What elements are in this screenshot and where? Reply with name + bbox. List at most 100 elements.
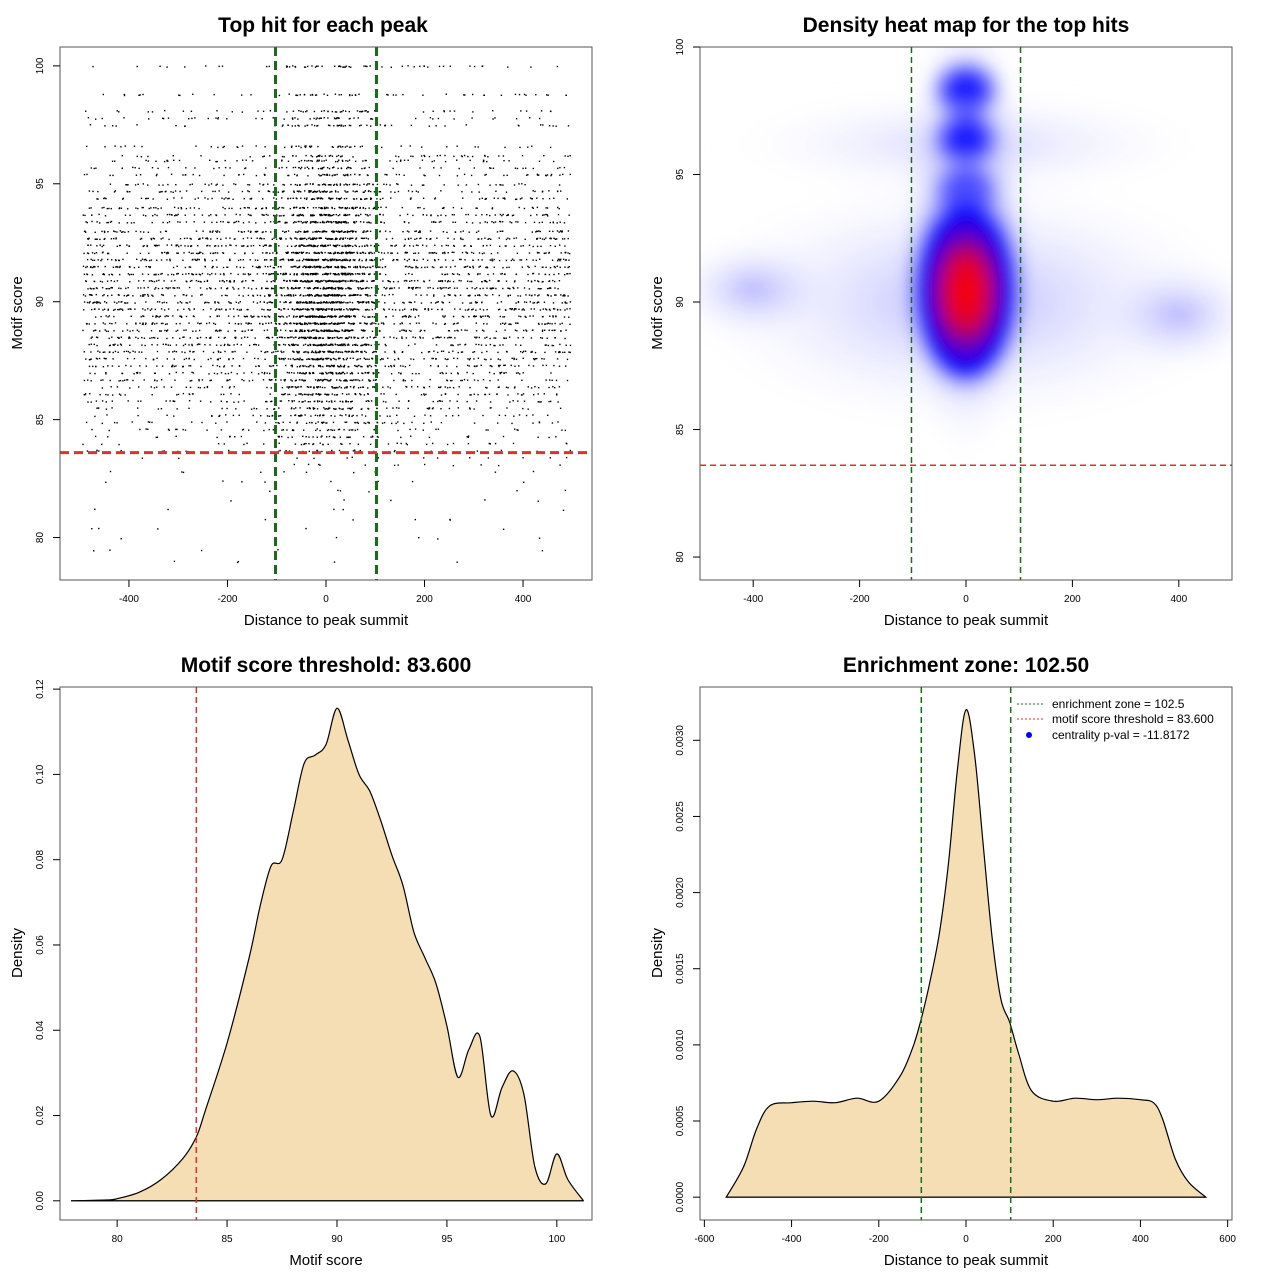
- scatter-point: [249, 231, 252, 234]
- scatter-point: [319, 237, 321, 239]
- scatter-point: [216, 221, 218, 223]
- scatter-point: [303, 231, 305, 233]
- scatter-point: [295, 294, 297, 296]
- scatter-point: [177, 207, 180, 209]
- scatter-point: [289, 344, 291, 347]
- scatter-point: [101, 252, 104, 254]
- scatter-point: [500, 184, 502, 186]
- scatter-point: [257, 110, 259, 112]
- scatter-point: [330, 351, 332, 353]
- scatter-point: [536, 238, 538, 240]
- scatter-point: [492, 287, 495, 289]
- scatter-point: [123, 350, 125, 353]
- scatter-point: [307, 322, 310, 324]
- scatter-point: [317, 154, 320, 157]
- scatter-point: [136, 329, 138, 331]
- scatter-point: [344, 190, 346, 192]
- scatter-point: [179, 337, 181, 340]
- scatter-point: [484, 237, 486, 239]
- scatter-point: [296, 174, 298, 176]
- scatter-point: [315, 65, 318, 67]
- scatter-point: [102, 309, 104, 311]
- scatter-point: [326, 330, 329, 332]
- scatter-point: [310, 294, 313, 296]
- scatter-point: [513, 281, 516, 283]
- scatter-point: [304, 322, 307, 325]
- scatter-point: [336, 197, 338, 200]
- scatter-point: [248, 274, 250, 276]
- scatter-point: [345, 110, 347, 112]
- scatter-point: [312, 237, 314, 239]
- scatter-point: [102, 351, 104, 353]
- scatter-point: [521, 309, 523, 311]
- scatter-point: [553, 273, 555, 276]
- scatter-point: [233, 288, 235, 290]
- scatter-point: [150, 207, 152, 209]
- scatter-point: [281, 336, 283, 339]
- scatter-point: [442, 231, 445, 233]
- scatter-point: [149, 337, 151, 339]
- scatter-point: [326, 259, 328, 261]
- scatter-point: [192, 330, 194, 332]
- scatter-point: [170, 244, 173, 246]
- scatter-point: [266, 329, 269, 331]
- scatter-point: [259, 183, 261, 185]
- scatter-point: [569, 308, 571, 310]
- scatter-point: [306, 110, 308, 112]
- scatter-point: [324, 316, 326, 318]
- scatter-point: [329, 259, 331, 261]
- scatter-point: [292, 288, 294, 290]
- scatter-point: [226, 294, 228, 297]
- scatter-point: [367, 295, 369, 297]
- scatter-point: [385, 344, 387, 347]
- scatter-point: [304, 125, 306, 127]
- scatter-point: [336, 273, 338, 276]
- scatter-point: [525, 167, 527, 169]
- scatter-point: [181, 351, 183, 353]
- scatter-point: [318, 174, 320, 176]
- scatter-point: [352, 198, 355, 200]
- scatter-point: [182, 174, 184, 176]
- scatter-point: [172, 315, 174, 317]
- scatter-point: [460, 237, 462, 239]
- scatter-point: [515, 237, 518, 239]
- scatter-point: [374, 294, 376, 296]
- scatter-point: [139, 231, 142, 233]
- scatter-point: [341, 274, 344, 276]
- scatter-point: [247, 329, 250, 331]
- scatter-point: [550, 110, 552, 113]
- scatter-point: [385, 288, 387, 290]
- scatter-point: [158, 244, 160, 247]
- scatter-point: [545, 266, 547, 268]
- scatter-point: [368, 287, 370, 289]
- scatter-point: [317, 302, 320, 304]
- scatter-point: [115, 266, 117, 268]
- scatter-point: [295, 197, 297, 199]
- scatter-point: [437, 287, 439, 289]
- scatter-point: [347, 244, 350, 246]
- scatter-point: [345, 258, 347, 260]
- scatter-point: [475, 207, 477, 209]
- scatter-point: [355, 343, 357, 346]
- scatter-point: [263, 155, 265, 157]
- scatter-point: [340, 124, 343, 126]
- scatter-point: [355, 220, 358, 223]
- scatter-point: [211, 221, 213, 224]
- scatter-point: [318, 265, 321, 268]
- scatter-point: [336, 252, 339, 254]
- scatter-point: [325, 191, 327, 193]
- scatter-point: [368, 344, 370, 346]
- scatter-point: [312, 183, 314, 186]
- scatter-point: [373, 351, 375, 353]
- scatter-point: [145, 265, 147, 268]
- scatter-point: [508, 336, 511, 338]
- scatter-point: [394, 351, 396, 353]
- scatter-point: [481, 281, 483, 283]
- scatter-point: [213, 322, 215, 325]
- scatter-point: [506, 351, 508, 353]
- scatter-point: [154, 213, 156, 216]
- scatter-point: [137, 207, 139, 210]
- scatter-point: [449, 280, 451, 283]
- scatter-point: [126, 244, 128, 246]
- scatter-point: [442, 350, 445, 352]
